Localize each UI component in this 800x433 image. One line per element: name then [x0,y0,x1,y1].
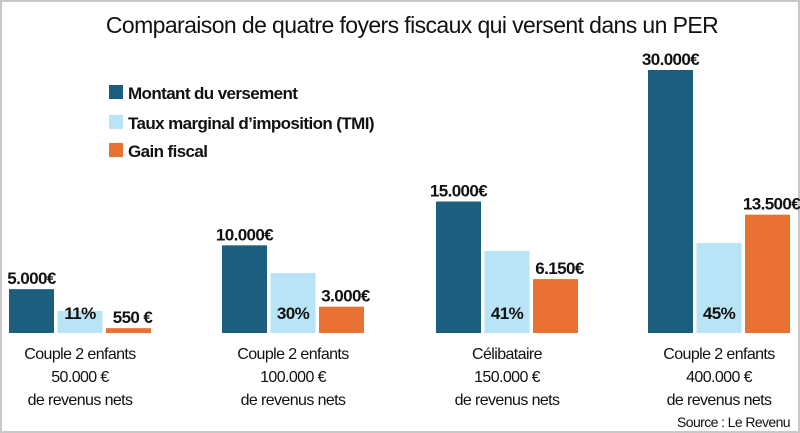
category-label-line: de revenus nets [455,392,560,409]
legend-swatch-gain [109,143,123,157]
bar-gain [106,328,151,333]
bar-versement [9,289,54,333]
data-label-gain: 6.150€ [535,259,585,278]
category-label-line: Célibataire [472,346,543,363]
data-label-tmi: 45% [703,304,736,323]
legend-swatch-tmi [109,115,123,129]
bar-gain [533,279,578,333]
source-note: Source : Le Revenu [677,414,790,430]
data-label-gain: 3.000€ [321,287,371,306]
legend-label-tmi: Taux marginal d’imposition (TMI) [128,114,374,133]
bar-tmi [57,311,103,333]
data-label-versement: 5.000€ [7,269,57,288]
bar-tmi [484,251,530,333]
category-label-line: Couple 2 enfants [237,346,349,363]
category-label-line: Couple 2 enfants [663,346,775,363]
category-label-line: Couple 2 enfants [24,346,136,363]
category-label-line: 100.000 € [260,369,326,386]
legend-label-versement: Montant du versement [128,84,298,103]
data-label-tmi: 11% [64,304,96,323]
data-label-versement: 30.000€ [642,50,700,69]
bar-gain [745,214,790,333]
legend: Montant du versement Taux marginal d’imp… [109,84,374,161]
bar-versement [222,245,267,333]
category-label-line: de revenus nets [667,392,772,409]
bar-tmi [696,243,742,333]
bar-versement [648,70,693,333]
category-label-line: 400.000 € [686,369,752,386]
data-label-tmi: 41% [491,304,524,323]
data-label-gain: 550 € [113,308,154,327]
bar-tmi [270,273,316,333]
data-label-versement: 15.000€ [430,182,488,201]
category-label-line: 50.000 € [51,369,109,386]
data-label-gain: 13.500€ [743,195,800,214]
bar-gain [319,306,364,333]
data-label-tmi: 30% [277,304,310,323]
chart-title: Comparaison de quatre foyers fiscaux qui… [106,12,718,38]
category-label-line: 150.000 € [474,369,540,386]
bar-versement [436,201,481,333]
legend-label-gain: Gain fiscal [128,142,207,161]
category-label-line: de revenus nets [241,392,346,409]
data-label-versement: 10.000€ [216,225,274,244]
category-label-line: de revenus nets [28,392,133,409]
legend-swatch-versement [109,85,123,99]
